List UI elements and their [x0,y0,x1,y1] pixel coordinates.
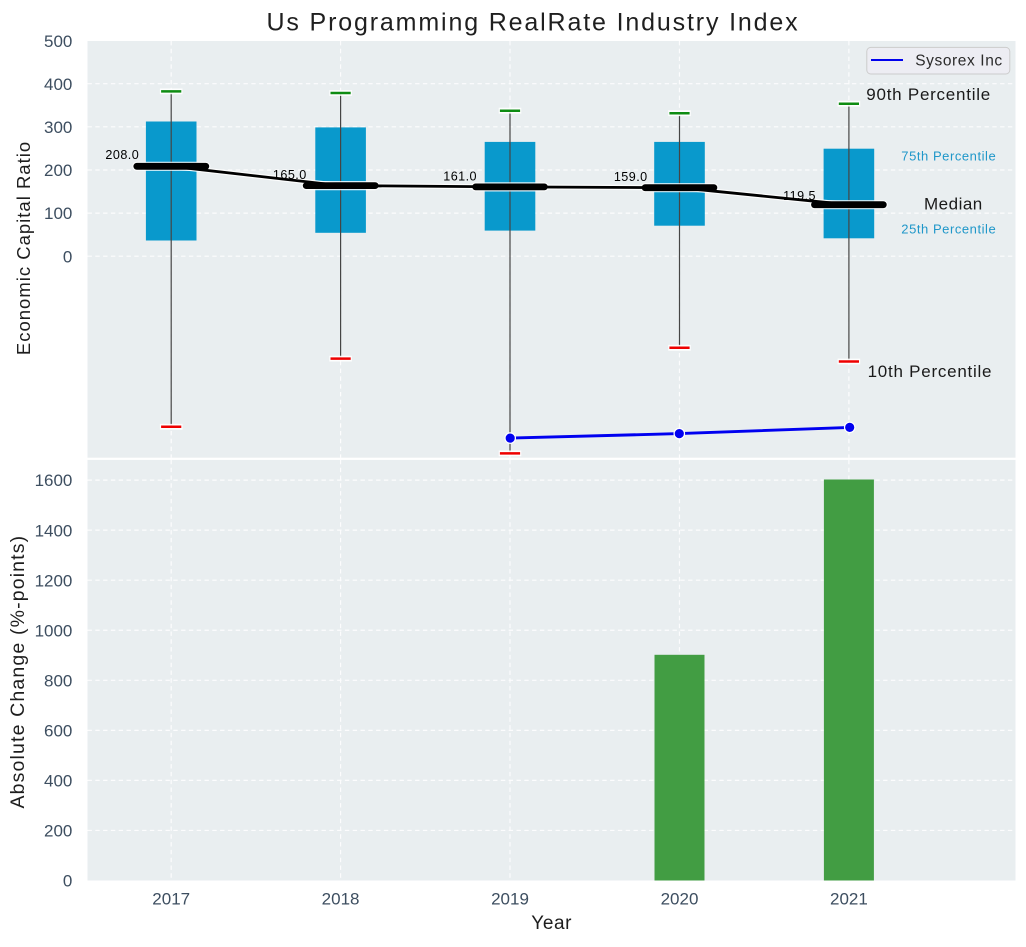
svg-text:400: 400 [44,75,72,94]
svg-text:1000: 1000 [35,621,73,640]
svg-text:161.0: 161.0 [443,169,477,183]
svg-text:1200: 1200 [35,571,73,590]
svg-text:100: 100 [44,204,72,223]
svg-text:Year: Year [531,913,572,934]
svg-text:Median: Median [924,195,983,214]
svg-text:90th Percentile: 90th Percentile [866,85,991,104]
svg-text:10th Percentile: 10th Percentile [868,362,993,381]
svg-text:400: 400 [44,772,72,791]
svg-text:500: 500 [44,32,72,51]
svg-text:119.5: 119.5 [783,189,816,203]
svg-text:300: 300 [44,118,72,137]
svg-text:165.0: 165.0 [273,168,307,182]
svg-text:Sysorex Inc: Sysorex Inc [915,52,1003,69]
svg-text:2019: 2019 [491,890,529,909]
svg-text:200: 200 [44,161,72,180]
svg-text:0: 0 [63,872,72,891]
svg-text:159.0: 159.0 [614,170,648,184]
svg-text:0: 0 [63,247,72,266]
svg-text:800: 800 [44,671,72,690]
svg-text:2018: 2018 [322,890,360,909]
svg-text:1600: 1600 [35,471,73,490]
svg-text:75th Percentile: 75th Percentile [901,148,996,163]
svg-text:208.0: 208.0 [105,148,139,162]
svg-text:2017: 2017 [152,890,190,909]
svg-text:200: 200 [44,822,72,841]
svg-text:25th Percentile: 25th Percentile [901,222,996,237]
svg-text:Us Programming RealRate Indust: Us Programming RealRate Industry Index [267,8,800,36]
svg-text:2020: 2020 [661,890,699,909]
svg-text:1400: 1400 [35,521,73,540]
svg-text:Economic Capital Ratio: Economic Capital Ratio [13,141,34,355]
svg-text:2021: 2021 [830,890,868,909]
svg-text:Absolute Change (%-points): Absolute Change (%-points) [7,535,29,809]
svg-text:600: 600 [44,721,72,740]
